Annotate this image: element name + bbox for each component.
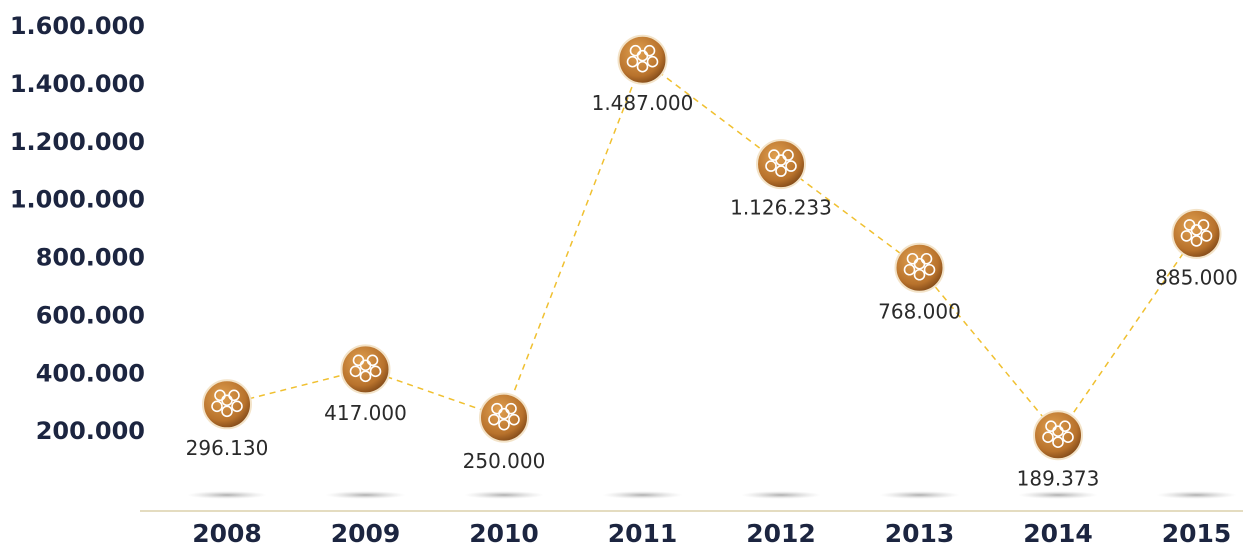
data-point [894,242,945,293]
icon-person [221,394,233,407]
icon-person [211,400,223,413]
x-tick-label: 2012 [746,519,816,548]
data-point [340,344,391,395]
icon-person [359,359,372,372]
x-tick-label: 2011 [608,519,678,548]
x-tick-label: 2008 [192,519,262,548]
shadow [464,491,544,499]
y-tick-label: 600.000 [36,301,145,329]
icon-bg [1033,410,1083,461]
data-point [756,139,806,190]
icon-person [231,400,243,413]
icon-person [775,154,787,166]
icon-person [1062,431,1074,444]
icon-person [626,55,639,68]
shadow [879,491,960,499]
icon-bg [1171,208,1222,259]
icon-person [221,405,233,418]
y-tick-label: 1.200.000 [10,128,145,156]
icon-person [369,365,382,378]
icon-person [903,263,916,276]
icon-bg [617,34,668,85]
icon-person [636,49,649,62]
shadow [1018,491,1098,499]
data-label: 189.373 [1017,467,1100,491]
y-tick-label: 800.000 [36,244,145,272]
shadow [602,491,683,499]
icon-person [1190,224,1203,236]
shadow [187,491,267,499]
icon-person [349,365,362,378]
y-tick-label: 200.000 [36,417,145,445]
icon-bg [479,392,529,443]
icon-person [775,165,787,177]
icon-person [1190,235,1203,247]
data-point [1171,208,1222,259]
icon-person [1200,230,1213,242]
icon-person [488,413,500,426]
icon-person [636,60,649,73]
icon-bg [202,379,252,430]
icon-person [359,370,372,383]
x-tick-label: 2014 [1023,519,1093,548]
shadow [1156,491,1237,499]
data-label: 417.000 [324,401,407,425]
data-label: 250.000 [463,449,546,473]
icon-person [923,263,936,276]
icon-person [646,55,659,68]
x-tick-label: 2010 [469,519,539,548]
y-tick-label: 400.000 [36,359,145,387]
data-label: 296.130 [186,436,269,460]
shadow [741,491,821,499]
icon-person [498,407,510,420]
data-point [617,34,668,85]
x-tick-label: 2009 [331,519,401,548]
x-tick-label: 2015 [1162,519,1232,548]
icon-person [913,268,926,281]
icon-bg [894,242,945,293]
y-tick-label: 1.600.000 [10,12,145,40]
icon-person [498,418,510,431]
icon-person [913,257,926,270]
shadow [325,491,406,499]
icon-person [1052,425,1064,438]
icon-bg [756,139,806,190]
y-tick-label: 1.000.000 [10,186,145,214]
icon-person [1052,436,1064,449]
icon-bg [340,344,391,395]
data-point [479,392,529,443]
data-point [202,379,252,430]
icon-person [785,160,797,172]
icon-person [508,413,520,426]
icon-person [1180,230,1193,242]
data-label: 885.000 [1155,265,1238,289]
x-tick-label: 2013 [885,519,955,548]
y-tick-label: 1.400.000 [10,70,145,98]
data-label: 1.126.233 [730,196,832,220]
icon-person [1042,431,1054,444]
data-point [1033,410,1083,461]
data-label: 1.487.000 [592,91,694,115]
icon-person [765,160,777,172]
data-label: 768.000 [878,299,961,323]
